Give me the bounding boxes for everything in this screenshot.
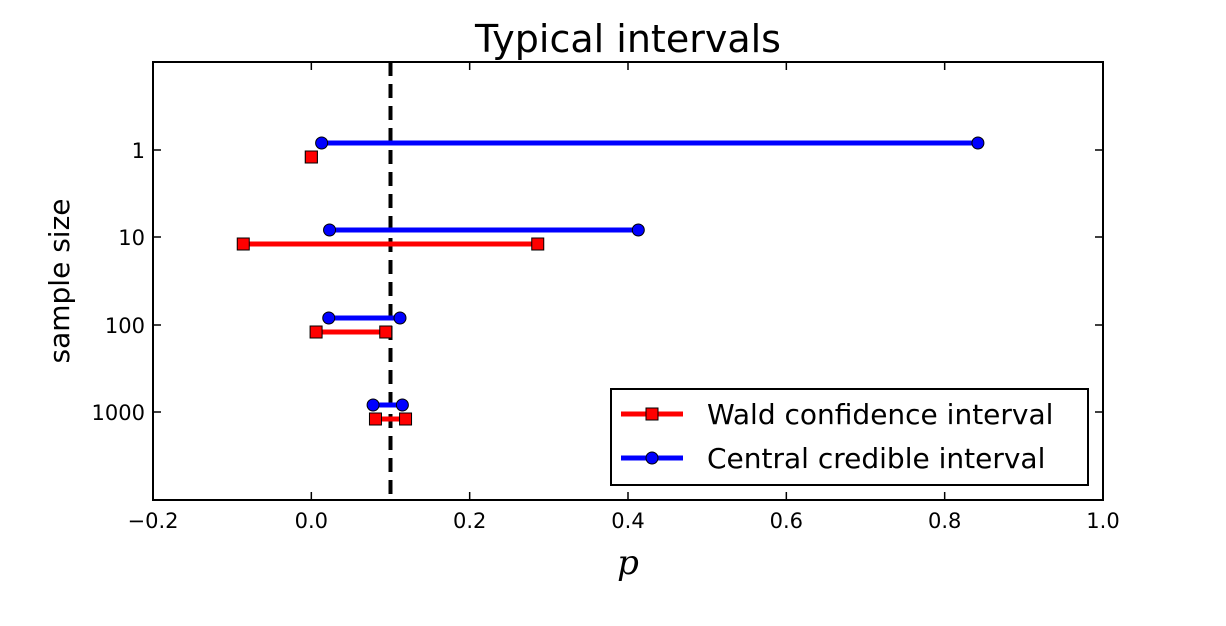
- interval-endpoint: [368, 412, 382, 426]
- chart-title: Typical intervals: [474, 17, 781, 61]
- y-tick-label: 1: [132, 139, 145, 163]
- y-tick-label: 100: [105, 314, 145, 338]
- interval-endpoint: [323, 223, 337, 237]
- interval-endpoint: [322, 311, 336, 325]
- y-tick-label: 10: [118, 226, 145, 250]
- y-axis-label: sample size: [43, 199, 76, 364]
- x-tick-label: −0.2: [128, 509, 179, 533]
- interval-endpoint: [631, 223, 645, 237]
- interval-endpoint: [236, 237, 250, 251]
- interval-endpoint: [395, 398, 409, 412]
- legend-label: Central credible interval: [707, 442, 1045, 475]
- legend-label: Wald confidence interval: [707, 398, 1053, 431]
- x-tick-label: 0.4: [611, 509, 644, 533]
- interval-endpoint: [366, 398, 380, 412]
- legend-box: [610, 388, 1089, 486]
- interval-endpoint: [315, 136, 329, 150]
- x-tick-label: 1.0: [1086, 509, 1119, 533]
- plot-area: −0.2 0.0 0.2 0.4 0.6 0.8 1.0 1 10 100 1000: [92, 61, 1120, 533]
- interval-endpoint: [379, 325, 393, 339]
- interval-endpoint: [304, 150, 318, 164]
- x-tick-label: 0.2: [453, 509, 486, 533]
- y-tick-label: 1000: [92, 401, 145, 425]
- x-tick-label: 0.0: [295, 509, 328, 533]
- x-tick-label: 0.8: [928, 509, 961, 533]
- interval-endpoint: [309, 325, 323, 339]
- legend-marker: [645, 407, 659, 421]
- interval-endpoint: [399, 412, 413, 426]
- x-axis-label: p: [617, 543, 639, 583]
- interval-endpoint: [971, 136, 985, 150]
- legend: Wald confidence interval Central credible…: [610, 388, 1089, 486]
- interval-endpoint: [531, 237, 545, 251]
- interval-endpoint: [393, 311, 407, 325]
- legend-marker: [645, 451, 659, 465]
- x-tick-label: 0.6: [770, 509, 803, 533]
